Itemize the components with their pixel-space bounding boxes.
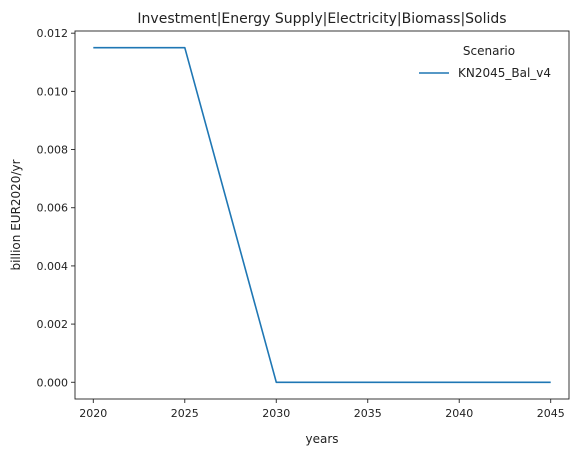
y-tick-label: 0.002: [37, 318, 69, 331]
y-tick-label: 0.008: [37, 144, 69, 157]
legend: Scenario KN2045_Bal_v4: [419, 44, 551, 80]
x-tick-label: 2045: [537, 407, 565, 420]
x-tick-label: 2030: [262, 407, 290, 420]
x-axis-label: years: [305, 432, 338, 446]
legend-entry-label: KN2045_Bal_v4: [458, 66, 551, 80]
y-tick-label: 0.004: [37, 260, 69, 273]
x-axis: 2020 2025 2030 2035 2040 2045: [79, 399, 565, 420]
x-tick-label: 2040: [445, 407, 473, 420]
plot-area: 2020 2025 2030 2035 2040 2045 0.000 0.002 0.004…: [37, 27, 570, 420]
y-tick-label: 0.000: [37, 376, 69, 389]
y-tick-label: 0.006: [37, 202, 69, 215]
x-tick-label: 2035: [354, 407, 382, 420]
x-tick-label: 2025: [171, 407, 199, 420]
y-tick-label: 0.010: [37, 85, 69, 98]
y-axis-label: billion EUR2020/yr: [9, 159, 23, 270]
x-tick-label: 2020: [79, 407, 107, 420]
y-axis: 0.000 0.002 0.004 0.006 0.008 0.010 0.012: [37, 27, 75, 389]
plot-frame: [74, 30, 570, 400]
chart-title: Investment|Energy Supply|Electricity|Bio…: [137, 11, 506, 27]
y-tick-label: 0.012: [37, 27, 69, 40]
series-lines: [93, 46, 551, 384]
series-line: [93, 46, 551, 384]
legend-title: Scenario: [463, 44, 515, 58]
